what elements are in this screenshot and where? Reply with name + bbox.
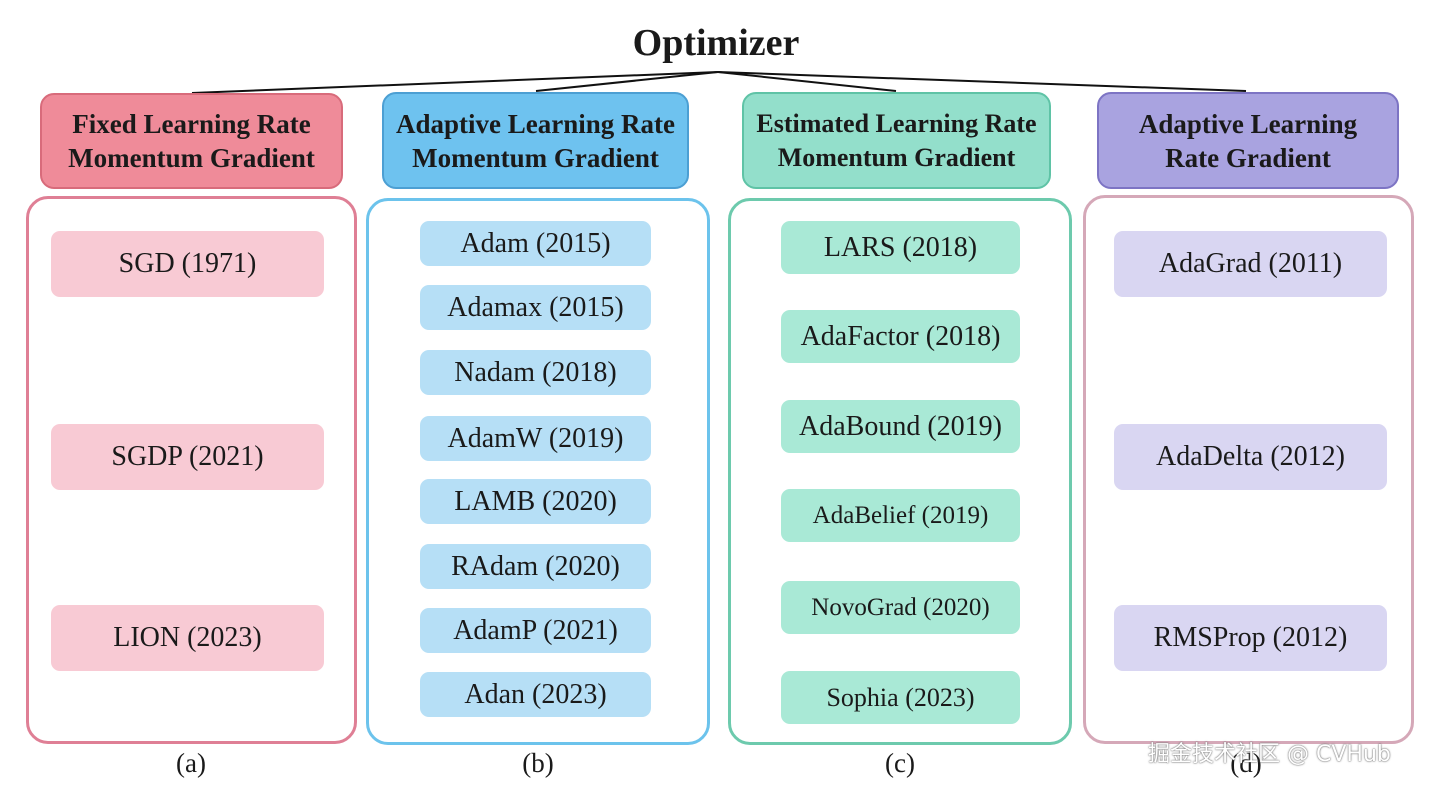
- item-sgdp: SGDP (2021): [51, 424, 324, 490]
- item-radam: RAdam (2020): [420, 544, 651, 589]
- caption-c: (c): [885, 748, 915, 778]
- item-lion: LION (2023): [51, 605, 324, 671]
- connector-b: [535, 71, 719, 92]
- item-lars: LARS (2018): [781, 221, 1020, 274]
- header-adaptive-lr: Adaptive Learning Rate Gradient: [1097, 92, 1399, 189]
- panel-c: [728, 198, 1072, 745]
- header-line: Adaptive Learning Rate: [396, 108, 675, 139]
- header-estimated-lr-momentum: Estimated Learning Rate Momentum Gradien…: [742, 92, 1051, 189]
- caption-d: (d): [1230, 748, 1262, 778]
- connector-c: [717, 71, 897, 92]
- item-adamp: AdamP (2021): [420, 608, 651, 653]
- header-line: Momentum Gradient: [68, 143, 315, 173]
- item-adam: Adam (2015): [420, 221, 651, 266]
- header-line: Rate Gradient: [1165, 142, 1331, 173]
- caption-b: (b): [522, 748, 554, 778]
- diagram-title: Optimizer: [632, 22, 800, 64]
- item-rmsprop: RMSProp (2012): [1114, 605, 1387, 671]
- header-line: Adaptive Learning: [1138, 108, 1358, 139]
- item-adamw: AdamW (2019): [420, 416, 651, 461]
- caption-a: (a): [176, 748, 206, 778]
- item-novograd: NovoGrad (2020): [781, 581, 1020, 634]
- header-adaptive-lr-momentum: Adaptive Learning Rate Momentum Gradient: [382, 92, 689, 189]
- connector-a: [191, 71, 719, 94]
- item-adabelief: AdaBelief (2019): [781, 489, 1020, 542]
- item-sgd: SGD (1971): [51, 231, 324, 297]
- item-adadelta: AdaDelta (2012): [1114, 424, 1387, 490]
- item-adafactor: AdaFactor (2018): [781, 310, 1020, 363]
- item-lamb: LAMB (2020): [420, 479, 651, 524]
- panel-a: [26, 196, 357, 744]
- item-adabound: AdaBound (2019): [781, 400, 1020, 453]
- item-nadam: Nadam (2018): [420, 350, 651, 395]
- item-adan: Adan (2023): [420, 672, 651, 717]
- watermark: 掘金技术社区 @ CVHub: [1148, 742, 1391, 767]
- panel-d: [1083, 195, 1414, 744]
- header-line: Momentum Gradient: [777, 142, 1016, 172]
- item-sophia: Sophia (2023): [781, 671, 1020, 724]
- header-fixed-lr-momentum: Fixed Learning Rate Momentum Gradient: [40, 93, 343, 189]
- panel-b: [366, 198, 710, 745]
- header-line: Fixed Learning Rate: [72, 109, 311, 139]
- connector-d: [717, 71, 1247, 92]
- header-line: Momentum Gradient: [412, 142, 659, 173]
- item-adamax: Adamax (2015): [420, 285, 651, 330]
- item-adagrad: AdaGrad (2011): [1114, 231, 1387, 297]
- header-line: Estimated Learning Rate: [756, 108, 1037, 138]
